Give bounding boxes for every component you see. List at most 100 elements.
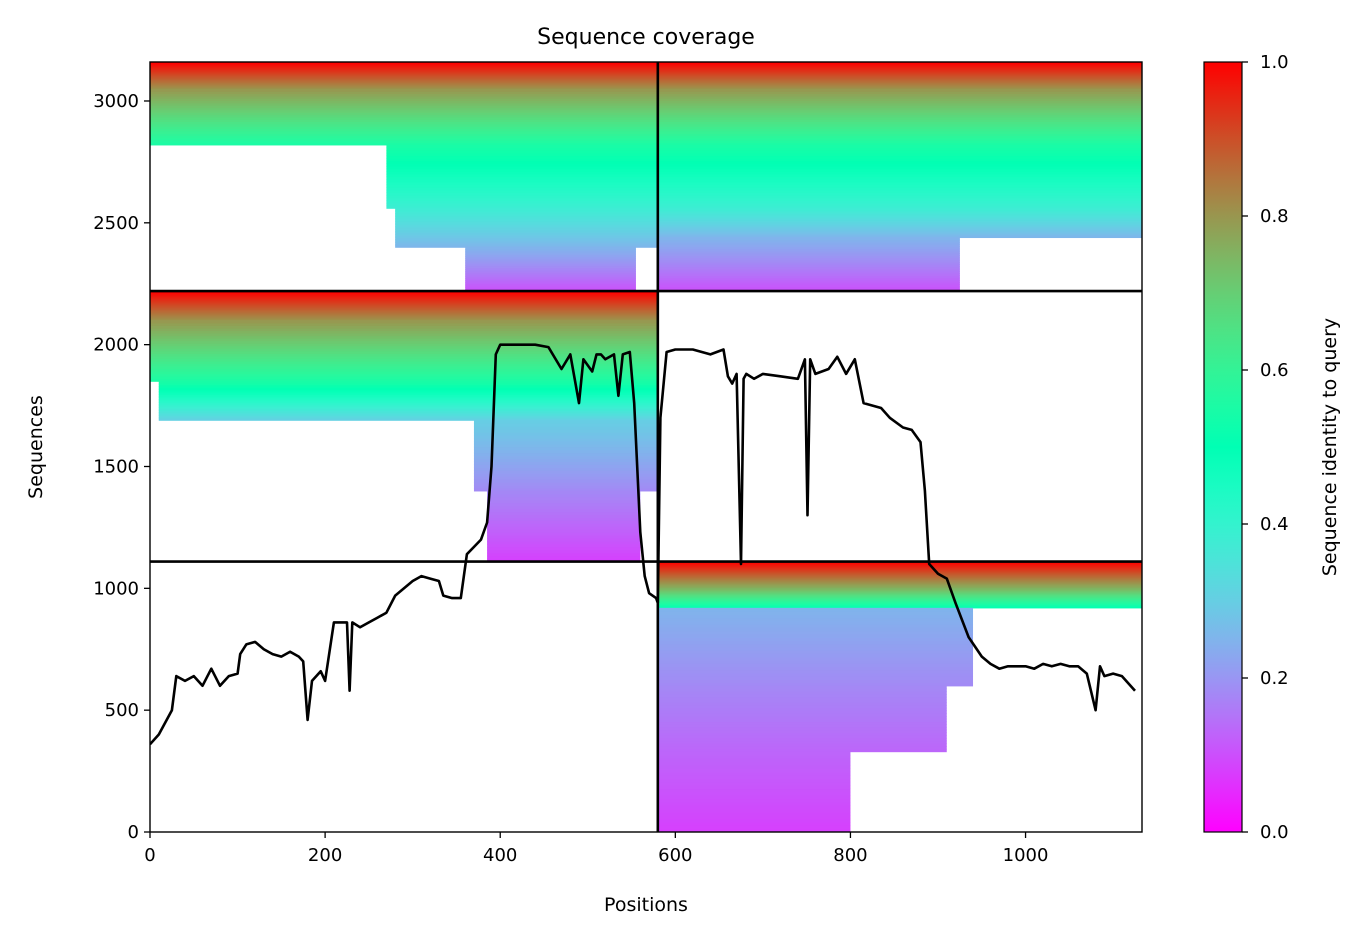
heatmap-cell [395, 214, 658, 217]
heatmap-cell [386, 144, 658, 149]
heatmap-cell [150, 66, 658, 69]
heatmap-cell [150, 340, 658, 344]
heatmap-cell [487, 502, 641, 507]
heatmap-cell [150, 293, 658, 296]
heatmap-cell [657, 577, 1142, 579]
heatmap-cell [657, 64, 1142, 66]
x-axis-label: Positions [604, 894, 688, 916]
plot-frame [149, 61, 1143, 833]
heatmap-cell [150, 332, 658, 337]
heatmap-cell [386, 181, 658, 186]
heatmap-cell [657, 710, 947, 714]
heatmap-cell [386, 150, 658, 154]
heatmap-cell [487, 546, 641, 551]
heatmap-cell [150, 68, 658, 71]
heatmap-cell [657, 785, 851, 790]
heatmap-cell [657, 102, 1142, 106]
heatmap-cell [150, 95, 658, 99]
heatmap-cell [150, 335, 658, 339]
heatmap-cell [657, 195, 1142, 199]
heatmap-cell [657, 65, 1142, 68]
heatmap-cell [150, 135, 658, 139]
heatmap-cell [657, 227, 1142, 230]
heatmap-cell [657, 597, 1142, 599]
heatmap-cell [150, 72, 658, 74]
heatmap-cell [386, 165, 658, 170]
heatmap-cell [150, 91, 658, 95]
heatmap-cell [465, 261, 636, 265]
heatmap-cell [657, 581, 1142, 584]
heatmap-cell [487, 508, 641, 513]
x-tick-label: 200 [308, 845, 342, 866]
heatmap-cell [150, 75, 658, 78]
y-tick-label: 2000 [93, 335, 139, 356]
heatmap-cell [465, 254, 636, 257]
heatmap-cell [487, 505, 641, 510]
x-tick-label: 800 [833, 845, 867, 866]
heatmap-cell [395, 216, 658, 219]
heatmap-cell [657, 808, 851, 813]
heatmap-cell [150, 70, 658, 73]
heatmap-cell [395, 224, 658, 227]
heatmap-cell [150, 292, 658, 295]
heatmap-cell [657, 568, 1142, 570]
heatmap-cell [657, 791, 851, 796]
heatmap-cell [657, 205, 1142, 209]
heatmap-cell [150, 126, 658, 130]
heatmap-cell [150, 65, 658, 68]
heatmap-cell [657, 696, 947, 701]
heatmap-cell [150, 298, 658, 301]
heatmap-cell [150, 83, 658, 85]
heatmap-cell [657, 764, 851, 769]
heatmap-cell [150, 105, 658, 109]
heatmap-cell [657, 250, 960, 254]
chain-boundaries [150, 62, 1142, 832]
coverage-block-1 [150, 62, 658, 292]
heatmap-cell [657, 165, 1142, 170]
heatmap-cell [657, 718, 947, 723]
heatmap-cell [657, 248, 960, 252]
heatmap-cell [657, 202, 1142, 207]
heatmap-cell [150, 63, 658, 65]
heatmap-cell [487, 552, 641, 557]
heatmap-cell [158, 405, 658, 408]
heatmap-cell [487, 543, 641, 548]
heatmap-cell [657, 266, 960, 270]
heatmap-cell [473, 431, 658, 436]
heatmap-cell [150, 140, 658, 144]
heatmap-cell [657, 235, 1142, 237]
colorbar-tick-label: 0.8 [1260, 206, 1289, 227]
heatmap-cell [657, 737, 947, 742]
heatmap-cell [487, 535, 641, 539]
heatmap-cell [657, 563, 1142, 566]
heatmap-cell [657, 685, 947, 690]
heatmap-cell [150, 343, 658, 347]
heatmap-cell [395, 213, 658, 216]
heatmap-cell [657, 743, 947, 747]
heatmap-cell [386, 158, 658, 162]
heatmap-cell [657, 589, 1142, 591]
heatmap-cell [150, 78, 658, 81]
heatmap-cell [657, 114, 1142, 118]
heatmap-cell [150, 119, 658, 123]
heatmap-cell [657, 682, 974, 687]
heatmap-cell [657, 576, 1142, 578]
heatmap-cell [657, 805, 851, 810]
heatmap-cell [395, 239, 658, 242]
heatmap-cell [657, 88, 1142, 92]
heatmap-cell [487, 520, 641, 524]
heatmap-cell [657, 73, 1142, 75]
heatmap-cell [158, 410, 658, 413]
heatmap-cell [657, 78, 1142, 81]
heatmap-cell [150, 314, 658, 317]
heatmap-cell [657, 798, 851, 803]
heatmap-cell [657, 587, 1142, 589]
heatmap-cell [657, 241, 960, 245]
heatmap-cell [657, 121, 1142, 125]
heatmap-cell [657, 224, 1142, 226]
heatmap-cell [657, 244, 960, 247]
heatmap-cell [657, 222, 1142, 225]
heatmap-cell [657, 602, 1142, 604]
heatmap-cell [657, 128, 1142, 132]
heatmap-cell [657, 815, 851, 820]
